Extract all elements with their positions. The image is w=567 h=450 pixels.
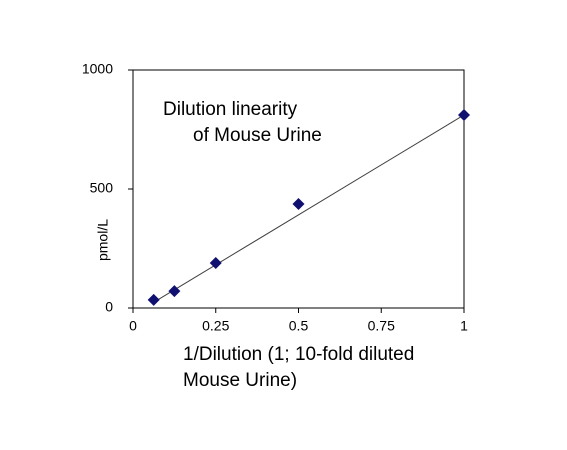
chart-title: of Mouse Urine [193,125,322,146]
trendline [153,114,465,303]
x-tick-label: 0.75 [368,318,395,334]
y-tick-label: 500 [90,180,114,196]
x-tick-label: 0 [129,318,137,334]
data-point [458,108,470,121]
y-tick-label: 0 [105,299,113,315]
y-tick-label: 1000 [82,61,113,77]
data-point [209,257,222,270]
x-tick-label: 0.25 [202,318,229,334]
data-point [168,285,181,298]
y-axis-label: pmol/L [95,219,111,261]
data-point [147,293,160,306]
x-tick-label: 0.5 [289,318,309,334]
chart-title: Dilution linearity [163,99,298,120]
x-axis-label: Mouse Urine) [183,370,297,391]
x-axis-label: 1/Dilution (1; 10-fold diluted [183,344,414,365]
data-point [292,197,305,210]
x-tick-label: 1 [460,318,468,334]
